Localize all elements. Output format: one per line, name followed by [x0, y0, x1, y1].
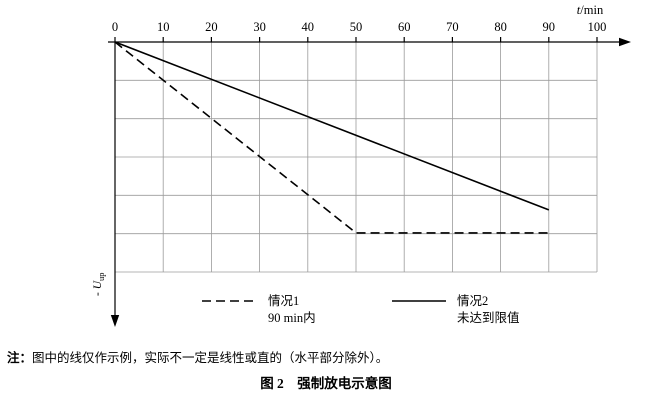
svg-text:20: 20 — [205, 20, 218, 34]
y-axis-label: - Uup — [92, 272, 106, 296]
grid — [114, 42, 598, 273]
series-line-1 — [114, 41, 549, 234]
x-axis-label: t/min — [577, 3, 604, 17]
legend-sublabel-2: 未达到限值 — [457, 310, 520, 325]
svg-text:10: 10 — [157, 20, 170, 34]
legend-name-2: 情况2 — [457, 294, 488, 308]
y-axis-arrow — [110, 315, 120, 327]
forced-discharge-chart: 0 10 20 30 40 50 60 70 80 90 100 t/min - Uup 情况1 90 mi… — [92, 3, 631, 327]
svg-text:100: 100 — [588, 20, 607, 34]
legend: 情况1 90 min内 情况2 未达到限值 — [202, 294, 520, 325]
x-tick-labels: 0 10 20 30 40 50 60 70 80 90 100 — [112, 20, 607, 34]
note-label: 注： — [7, 351, 33, 365]
figure-caption: 图 2 强制放电示意图 — [260, 375, 392, 391]
figure-note: 注：图中的线仅作示例，实际不一定是线性或直的（水平部分除外）。 — [7, 350, 652, 367]
svg-text:40: 40 — [302, 20, 315, 34]
legend-name-1: 情况1 — [268, 294, 299, 308]
svg-text:0: 0 — [112, 20, 118, 34]
svg-text:50: 50 — [350, 20, 363, 34]
axes — [108, 37, 631, 327]
note-text: 图中的线仅作示例，实际不一定是线性或直的（水平部分除外）。 — [32, 351, 389, 365]
legend-sublabel-1: 90 min内 — [268, 311, 316, 325]
svg-text:30: 30 — [253, 20, 266, 34]
svg-text:90: 90 — [543, 20, 556, 34]
x-axis-arrow — [619, 37, 631, 47]
svg-text:70: 70 — [446, 20, 459, 34]
series-line-2 — [114, 41, 550, 211]
svg-text:80: 80 — [494, 20, 507, 34]
svg-text:60: 60 — [398, 20, 411, 34]
